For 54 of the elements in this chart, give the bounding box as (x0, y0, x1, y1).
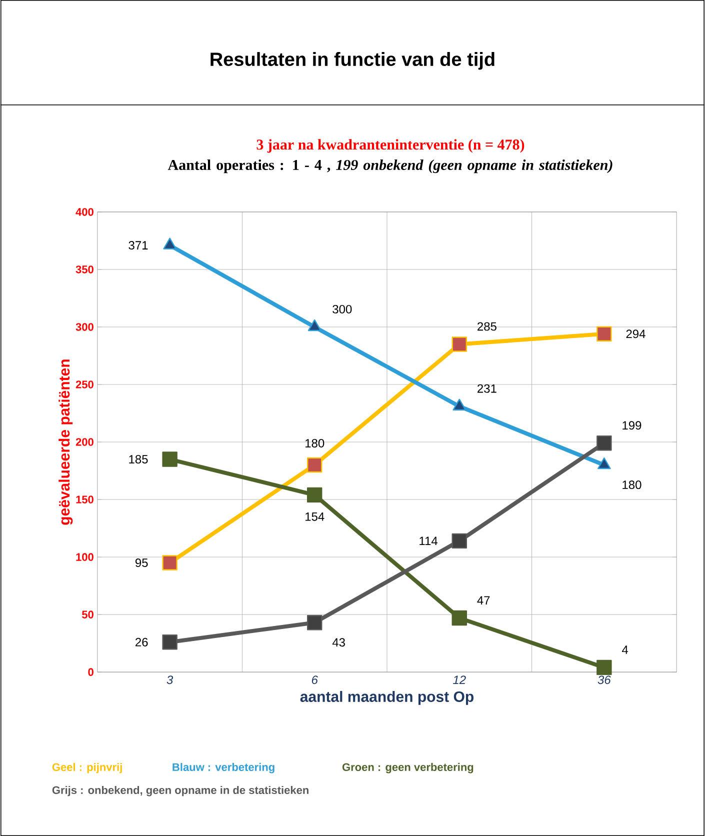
data-label: 294 (626, 330, 646, 338)
data-label: 114 (420, 536, 438, 546)
data-label: 95 (136, 558, 148, 568)
y-tick-label: 300 (76, 323, 94, 331)
x-tick-label: 12 (453, 676, 466, 684)
point (598, 457, 611, 470)
point (307, 614, 322, 630)
point (307, 487, 322, 503)
data-label: 185 (129, 455, 148, 464)
point (307, 457, 322, 473)
point (596, 436, 612, 451)
text: Aantal operaties : 1 - 4 , 199 onbekend (geen opname in statistieken) (168, 159, 612, 174)
text: Blauw : verbetering (172, 762, 274, 774)
y-tick-label: 200 (76, 438, 94, 446)
x-tick-label: 6 (312, 676, 318, 684)
data-label: 285 (478, 322, 496, 331)
y-tick-label: 100 (76, 553, 94, 561)
point (452, 336, 468, 352)
y-tick-label: 400 (76, 208, 94, 216)
data-label: 180 (622, 480, 642, 490)
data-label: 199 (622, 421, 642, 430)
data-label: 231 (478, 384, 496, 393)
x-tick-label: 3 (166, 676, 174, 684)
point (162, 634, 178, 650)
point (452, 533, 468, 549)
point (163, 238, 176, 250)
point (452, 610, 468, 626)
point (452, 398, 466, 410)
x-tick-label: 36 (598, 676, 611, 684)
point (162, 555, 178, 570)
y-tick-label: 350 (76, 266, 94, 274)
data-label: 180 (306, 438, 324, 448)
text: Geel : pijnvrij (52, 762, 122, 774)
data-label: 4 (622, 646, 628, 654)
data-label: 371 (128, 241, 148, 250)
text: Grijs : onbekend, geen opname in de statistieken (52, 786, 308, 796)
data-label: 154 (306, 512, 324, 521)
point (308, 319, 322, 332)
data-label: 43 (332, 638, 345, 647)
data-label: 300 (332, 304, 352, 314)
point (596, 660, 612, 676)
y-tick-label: 50 (82, 610, 94, 618)
y-axis-title: geëvalueerde patiënten (58, 360, 73, 525)
point (162, 452, 178, 467)
data-label: 47 (477, 596, 490, 604)
point (596, 326, 612, 342)
y-tick-label: 250 (76, 380, 94, 388)
y-tick-label: 150 (76, 496, 94, 504)
y-tick-label: 0 (88, 668, 94, 676)
text: Groen : geen verbetering (342, 762, 474, 774)
chart-subtitle: 3 jaar na kwadranteninterventie (n = 478) (256, 139, 524, 153)
chart-title: Resultaten in functie van de tijd (210, 52, 494, 70)
data-label: 26 (136, 638, 148, 646)
x-axis-title: aantal maanden post Op (300, 690, 474, 705)
